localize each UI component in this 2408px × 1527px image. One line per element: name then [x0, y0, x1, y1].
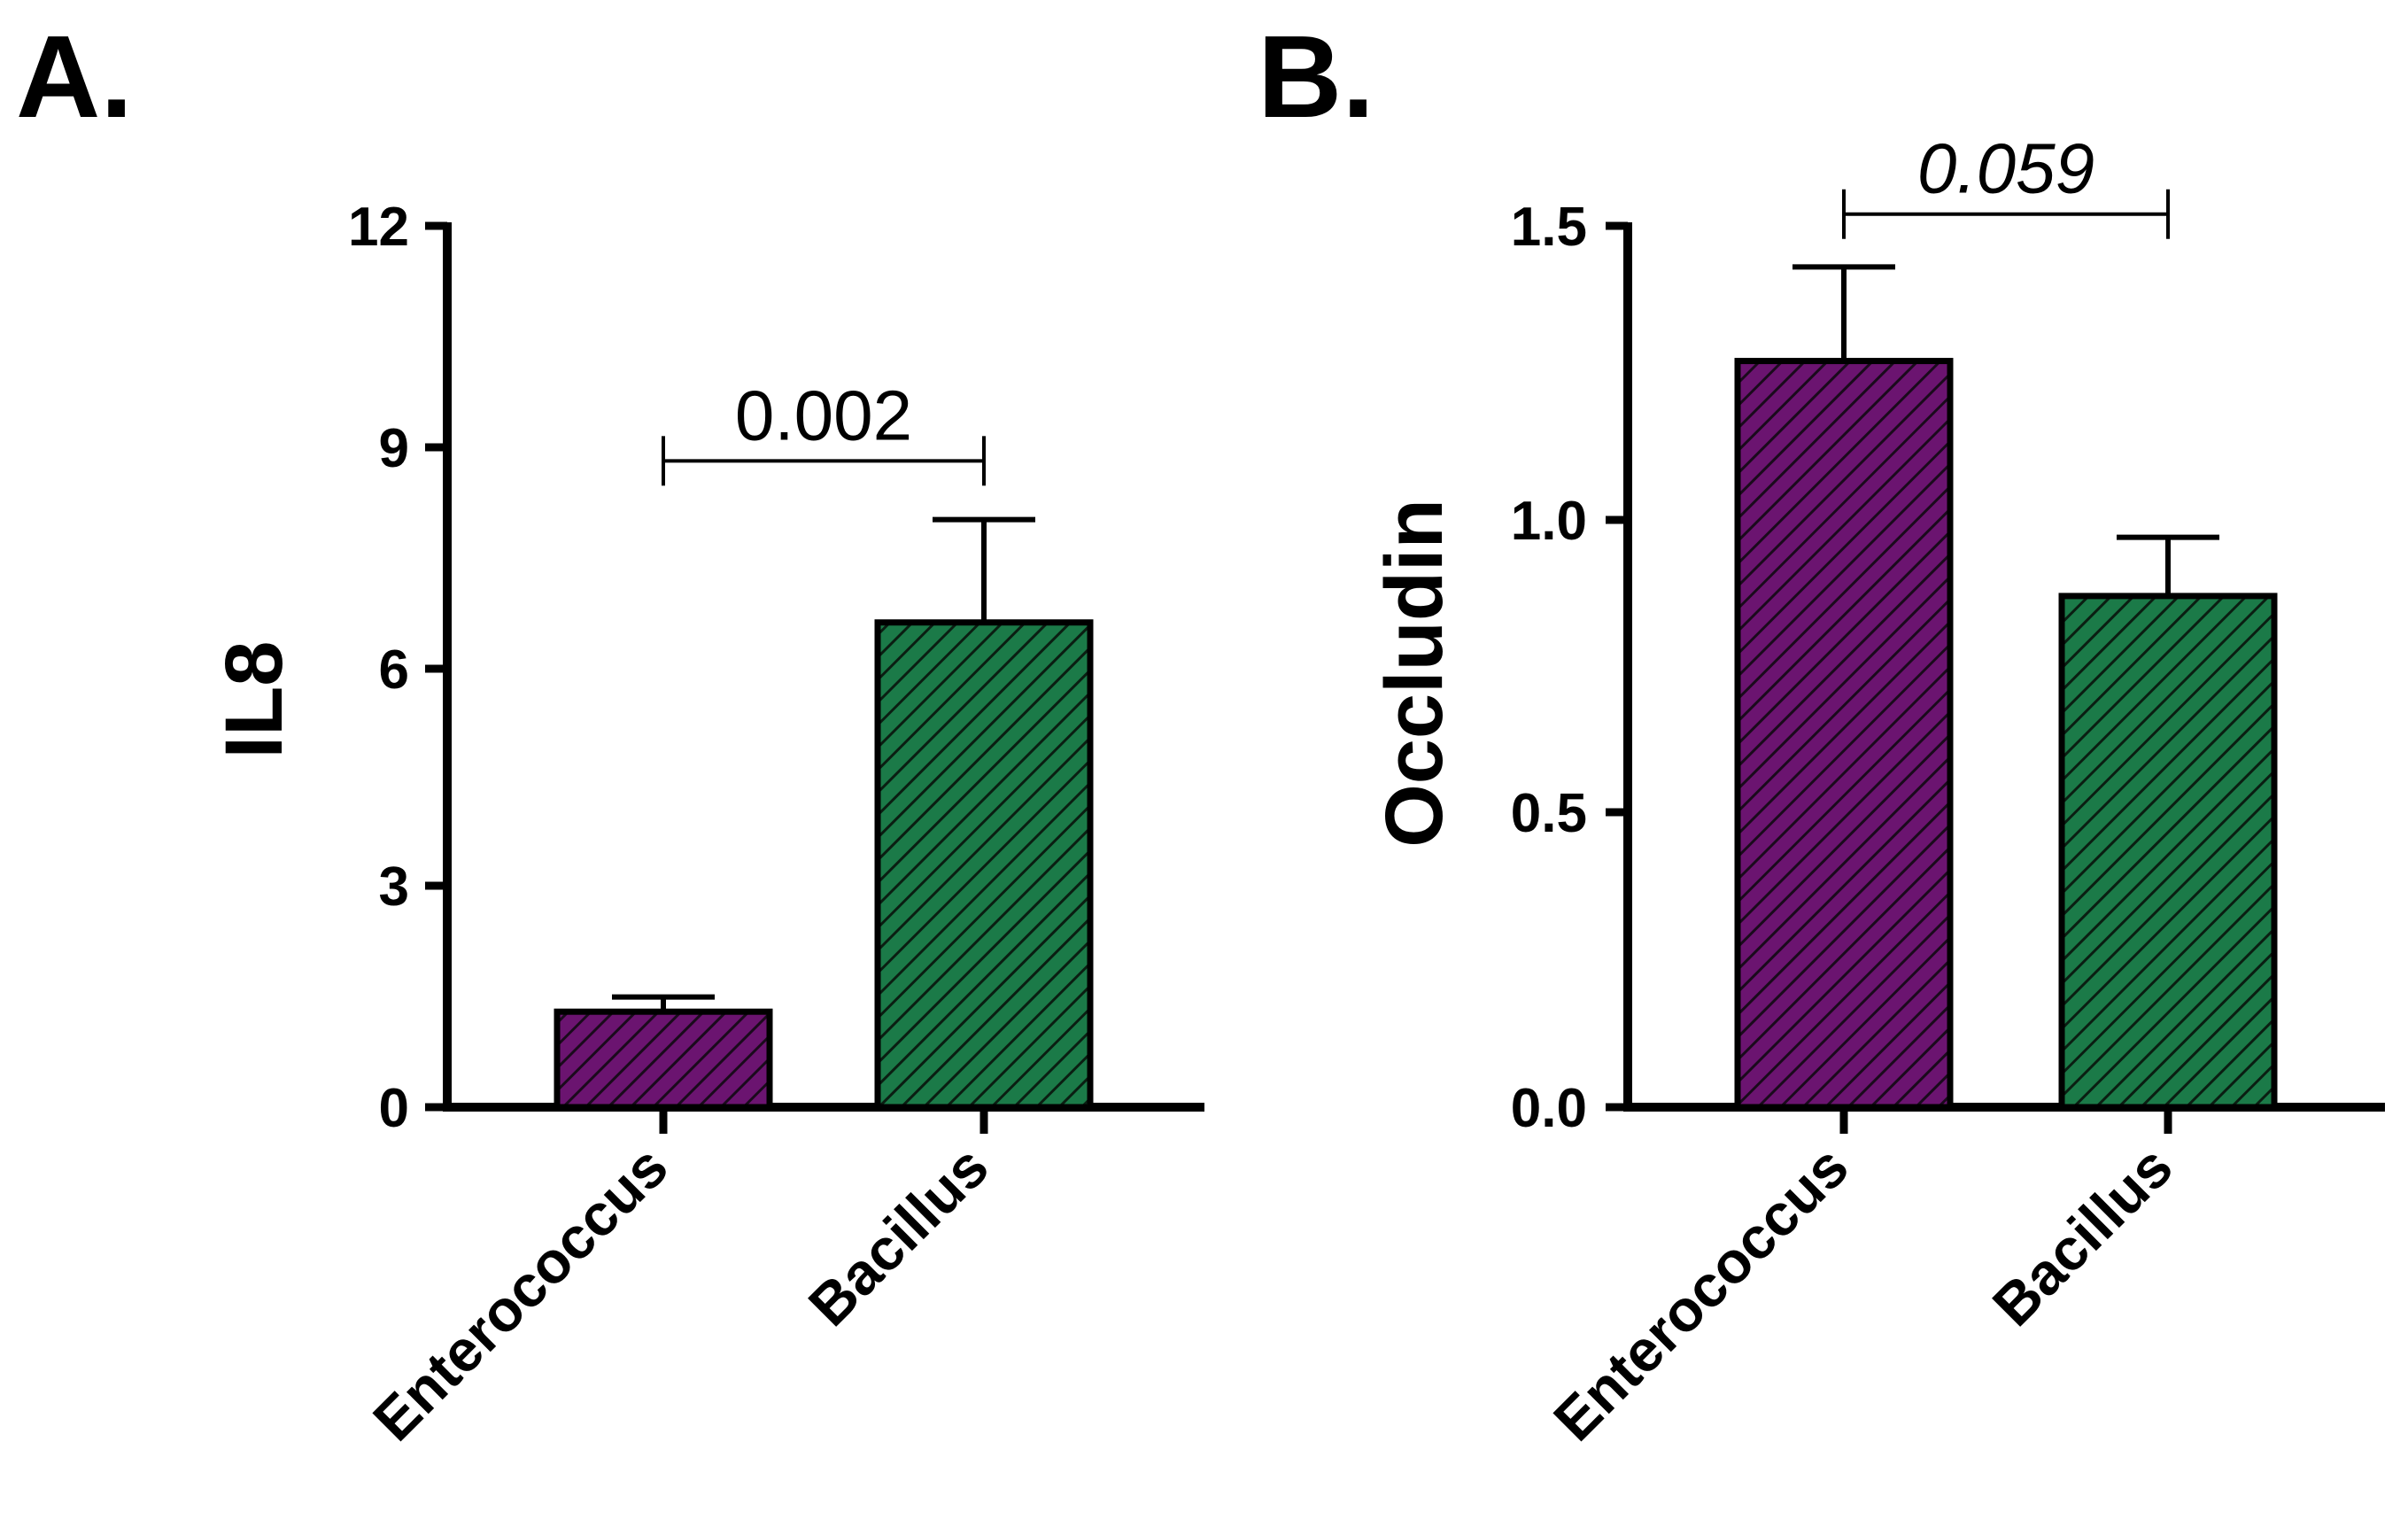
panel-a-error-bars [612, 516, 1035, 1012]
panel-b-category-label: Bacillus [1980, 1134, 2185, 1338]
panel-b-sig-label: 0.059 [1917, 129, 2094, 208]
panel-b-ytick-label: 1.0 [1511, 491, 1587, 552]
panel-a-significance: 0.002 [662, 376, 986, 486]
panel-b-bar [2058, 593, 2278, 1111]
panel-b-x-axis: Enterococcus Bacillus [1541, 1103, 2385, 1453]
panel-b-significance: 0.059 [1842, 129, 2170, 239]
panel-a-bar [874, 619, 1094, 1111]
panel-a-ytick-label: 3 [379, 857, 409, 918]
panel-a-category-label: Bacillus [796, 1134, 1001, 1338]
panel-b-error-bars [1792, 264, 2219, 596]
panel-b-y-axis-title: Occludin [1369, 499, 1460, 848]
panel-b: B. Occludin 0.0 0.5 1.0 1.5 Enterococcus… [1258, 12, 2385, 1453]
panel-a-y-ticks: 0 3 6 9 12 [348, 197, 447, 1139]
panel-a-ytick-label: 0 [379, 1078, 409, 1139]
panel-b-bars [1734, 358, 2278, 1111]
panel-b-ytick-label: 0.5 [1511, 783, 1587, 844]
panel-a-ytick-label: 6 [379, 639, 409, 701]
panel-b-letter: B. [1258, 12, 1374, 142]
panel-a-bar [554, 1008, 773, 1111]
panel-a: A. IL8 0 3 6 9 12 Enterococcus Bacillus [16, 12, 1204, 1453]
panel-a-ytick-label: 9 [379, 418, 409, 479]
panel-a-category-label: Enterococcus [360, 1134, 680, 1453]
panel-a-x-axis: Enterococcus Bacillus [360, 1103, 1204, 1453]
panel-b-bar [1734, 358, 1954, 1111]
panel-a-letter: A. [16, 12, 133, 142]
panel-a-bars [554, 619, 1094, 1111]
panel-b-ytick-label: 0.0 [1511, 1078, 1587, 1139]
panel-b-y-axis: 0.0 0.5 1.0 1.5 [1511, 197, 1632, 1139]
panel-b-y-ticks: 0.0 0.5 1.0 1.5 [1511, 197, 1628, 1139]
panel-a-sig-label: 0.002 [735, 376, 912, 454]
panel-b-ytick-label: 1.5 [1511, 197, 1587, 258]
panel-b-category-label: Enterococcus [1541, 1134, 1861, 1453]
panel-a-y-axis-title: IL8 [209, 641, 299, 759]
panel-a-y-axis: 0 3 6 9 12 [348, 197, 452, 1139]
panel-a-ytick-label: 12 [348, 197, 409, 258]
